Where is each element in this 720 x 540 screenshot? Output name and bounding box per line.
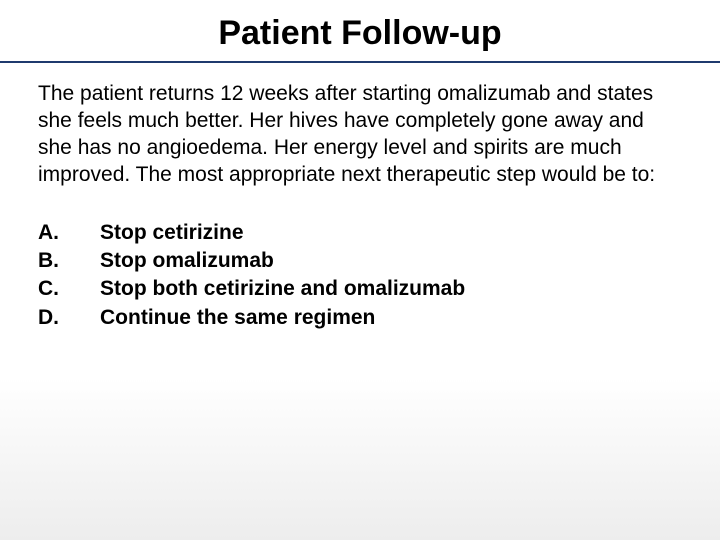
option-text: Stop omalizumab <box>100 247 682 275</box>
answer-options: A. Stop cetirizine B. Stop omalizumab C.… <box>0 189 720 332</box>
option-letter: B. <box>38 247 100 275</box>
answer-option: D. Continue the same regimen <box>38 304 682 332</box>
question-stem: The patient returns 12 weeks after start… <box>0 63 720 189</box>
option-text: Stop both cetirizine and omalizumab <box>100 275 682 303</box>
answer-option: C. Stop both cetirizine and omalizumab <box>38 275 682 303</box>
option-text: Stop cetirizine <box>100 219 682 247</box>
slide-container: Patient Follow-up The patient returns 12… <box>0 0 720 540</box>
option-text: Continue the same regimen <box>100 304 682 332</box>
answer-option: B. Stop omalizumab <box>38 247 682 275</box>
option-letter: A. <box>38 219 100 247</box>
answer-option: A. Stop cetirizine <box>38 219 682 247</box>
option-letter: C. <box>38 275 100 303</box>
option-letter: D. <box>38 304 100 332</box>
slide-title: Patient Follow-up <box>0 0 720 61</box>
